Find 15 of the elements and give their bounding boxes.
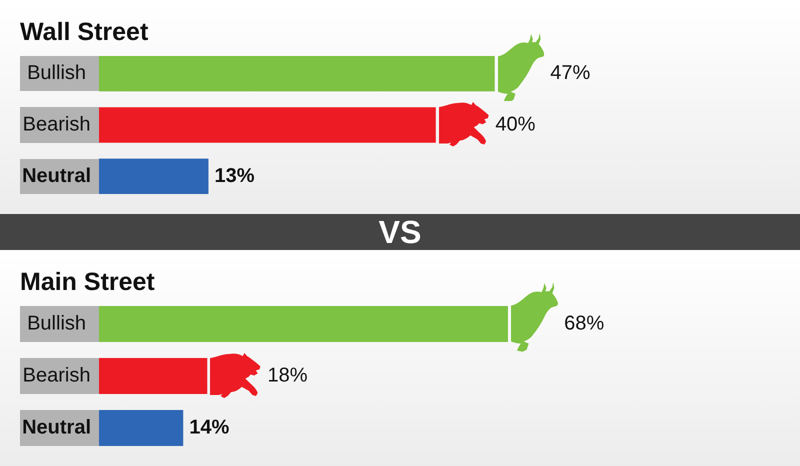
data-label: 68% <box>564 312 604 335</box>
data-label: 47% <box>550 62 591 84</box>
y-tick-label: Bullish <box>27 312 86 335</box>
y-tick-label: Bearish <box>22 364 90 387</box>
y-tick-label: Neutral <box>22 164 91 187</box>
data-label: 14% <box>189 416 230 439</box>
data-label: 18% <box>268 364 308 387</box>
chart-title: Wall Street <box>20 18 149 46</box>
y-tick-label: Bearish <box>22 114 90 136</box>
y-tick-label: Bullish <box>27 62 86 84</box>
text: VS <box>378 214 422 250</box>
data-label: 13% <box>214 164 255 187</box>
y-tick-label: Neutral <box>22 416 91 439</box>
data-label: 40% <box>495 114 536 136</box>
chart-title: Main Street <box>20 268 156 296</box>
